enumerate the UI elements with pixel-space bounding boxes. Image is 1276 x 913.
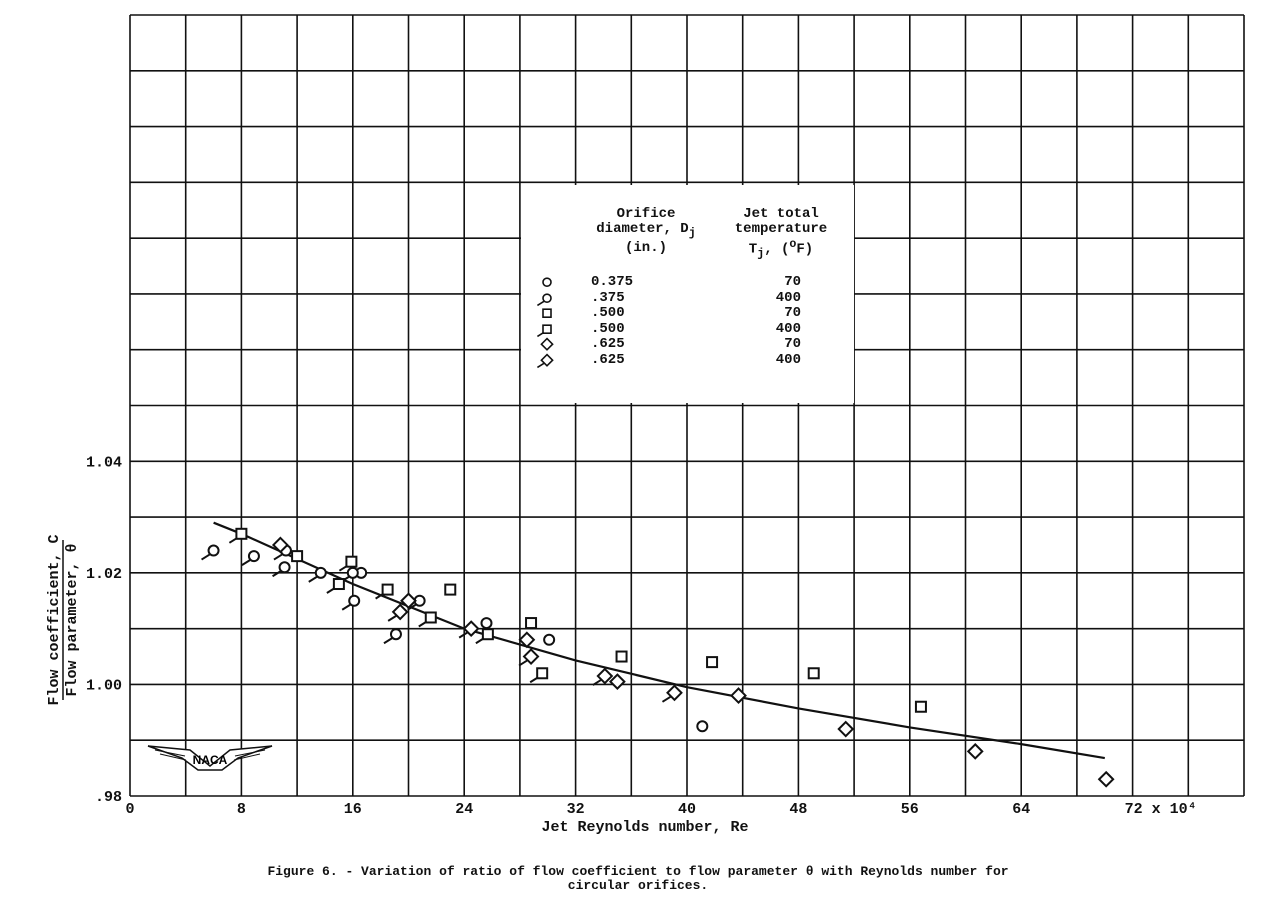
x-axis-label: Jet Reynolds number, Re (541, 819, 748, 836)
data-point-square-70F (615, 650, 628, 663)
data-point-square-400F (475, 628, 494, 645)
data-point-diamond-70F (837, 720, 855, 738)
x-tick-label: 64 (1012, 801, 1030, 818)
data-point-diamond-400F (518, 648, 540, 667)
svg-text:Flow parameter, θ: Flow parameter, θ (64, 543, 81, 696)
data-point-diamond-70F (966, 742, 984, 760)
data-point-square-70F (807, 667, 820, 680)
data-point-diamond-400F (387, 603, 409, 622)
legend-square-icon (542, 308, 552, 319)
y-tick-labels: .98 1.00 1.02 1.04 (86, 454, 122, 806)
legend-circle-icon (542, 277, 552, 288)
legend-marker (542, 308, 552, 319)
legend-diamond-icon (536, 352, 554, 368)
legend-diamond-icon (540, 337, 554, 351)
legend-square-icon (536, 323, 552, 337)
y-tick-label: .98 (95, 789, 122, 806)
legend-diameter: 0.375 (591, 274, 634, 290)
figure-caption-line1: Figure 6. - Variation of ratio of flow c… (267, 864, 1009, 879)
legend-temperature: 70 (784, 336, 801, 352)
data-point-circle-70F (480, 617, 493, 630)
data-point-circle-400F (241, 550, 260, 566)
grid (129, 14, 1245, 797)
x-tick-label: 72 x 10⁴ (1125, 801, 1197, 818)
data-point-square-70F (291, 550, 304, 563)
legend-entry: 0.375 70 (521, 275, 854, 290)
y-axis-label: Flow coefficient, C Flow parameter, θ (46, 534, 81, 705)
data-point-square-70F (914, 700, 927, 713)
data-points (201, 527, 1115, 788)
data-point-circle-400F (383, 628, 402, 645)
legend-marker (536, 352, 554, 368)
svg-text:NACA: NACA (193, 753, 228, 767)
data-point-diamond-70F (518, 631, 536, 649)
data-point-diamond-70F (730, 687, 747, 705)
data-point-square-400F (529, 667, 549, 684)
x-tick-label: 24 (455, 801, 473, 818)
legend-col2-header: Jet total temperature Tj, (oF) (734, 206, 828, 261)
legend-temperature: 400 (775, 320, 801, 337)
data-point-square-400F (326, 578, 345, 594)
data-point-square-400F (338, 555, 358, 572)
legend-marker (542, 277, 552, 288)
legend: Orifice diameter, Dj (in.) Jet total tem… (521, 185, 854, 403)
legend-entry: .625 400 (521, 351, 854, 368)
legend-temperature: 70 (784, 274, 801, 290)
data-point-diamond-400F (458, 620, 480, 639)
x-tick-labels: 0 8 16 24 32 40 48 56 64 72 x 10⁴ (125, 801, 1196, 818)
data-point-circle-400F (308, 566, 327, 583)
svg-text:Flow coefficient, C: Flow coefficient, C (46, 534, 63, 705)
legend-marker (536, 292, 552, 306)
x-tick-label: 32 (567, 801, 585, 818)
x-tick-label: 40 (678, 801, 696, 818)
legend-diameter: .625 (591, 351, 625, 368)
x-tick-label: 8 (237, 801, 246, 818)
data-point-diamond-70F (608, 673, 626, 691)
legend-entry: .500 70 (521, 306, 854, 321)
naca-logo: NACA (147, 745, 273, 771)
data-point-diamond-400F (592, 667, 614, 686)
x-tick-label: 56 (901, 801, 919, 818)
y-tick-label: 1.02 (86, 566, 122, 583)
legend-temperature: 400 (775, 351, 801, 368)
legend-diameter: .500 (591, 320, 625, 337)
data-point-square-400F (375, 583, 394, 600)
x-tick-label: 0 (125, 801, 134, 818)
data-point-circle-400F (272, 561, 291, 578)
figure-caption-line2: circular orifices. (567, 878, 709, 893)
legend-entry: .625 70 (521, 337, 854, 352)
legend-col1-header: Orifice diameter, Dj (in.) (596, 206, 696, 256)
data-point-square-70F (525, 617, 538, 630)
legend-temperature: 70 (784, 305, 801, 321)
legend-marker (540, 337, 554, 351)
legend-circle-icon (536, 292, 552, 306)
data-point-circle-400F (407, 594, 426, 611)
data-point-circle-400F (341, 594, 361, 611)
data-point-diamond-70F (271, 536, 289, 554)
legend-diameter: .375 (591, 289, 625, 306)
y-tick-label: 1.04 (86, 454, 122, 471)
x-tick-label: 16 (344, 801, 362, 818)
data-point-square-70F (706, 656, 719, 669)
legend-marker (536, 323, 552, 337)
legend-entry: .375 400 (521, 289, 854, 306)
data-point-square-400F (418, 611, 437, 628)
x-tick-label: 48 (789, 801, 807, 818)
data-point-diamond-70F (1097, 770, 1115, 788)
data-point-diamond-400F (661, 684, 683, 703)
legend-diameter: .500 (591, 305, 625, 321)
legend-entry: .500 400 (521, 320, 854, 337)
y-tick-label: 1.00 (86, 677, 122, 694)
data-point-circle-400F (201, 544, 220, 561)
data-point-circle-70F (543, 633, 556, 646)
legend-temperature: 400 (775, 289, 801, 306)
data-point-diamond-70F (400, 592, 417, 610)
data-point-circle-70F (696, 720, 709, 733)
data-point-square-70F (444, 583, 457, 596)
legend-diameter: .625 (591, 336, 625, 352)
data-point-square-400F (228, 527, 248, 544)
